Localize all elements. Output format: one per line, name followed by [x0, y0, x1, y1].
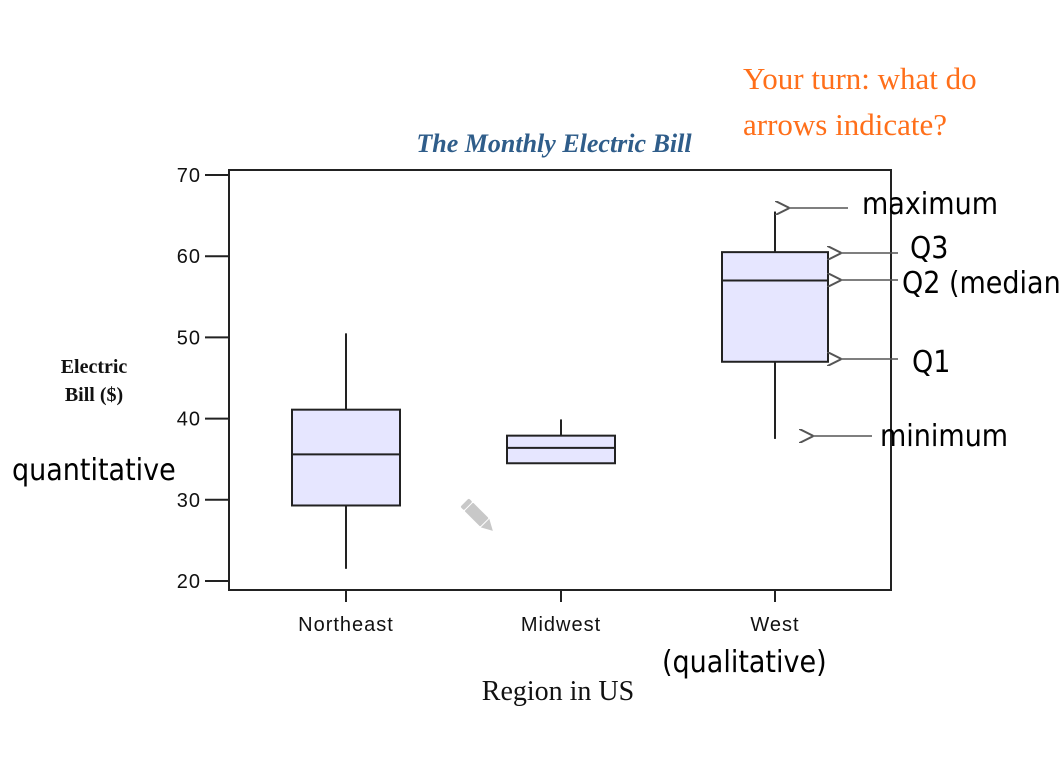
box-midwest: [506, 419, 616, 465]
handwritten-q3: Q3: [910, 231, 948, 266]
handwritten-quantitative: quantitative: [12, 453, 176, 488]
y-tick-label: 20: [177, 571, 201, 593]
y-axis-label-line-2: Bill ($): [65, 384, 123, 406]
y-tick-label: 60: [177, 246, 201, 268]
handwritten-median: Q2 (median): [902, 266, 1059, 301]
plot-frame: [228, 169, 892, 591]
handwritten-q1: Q1: [912, 345, 950, 380]
x-axis-label: Region in US: [482, 676, 634, 707]
box-iqr: [721, 251, 829, 363]
y-tick-label: 70: [177, 165, 201, 187]
chart-title: The Monthly Electric Bill: [416, 129, 692, 158]
y-axis-label-line-1: Electric: [61, 356, 128, 378]
pencil-icon: [460, 498, 493, 531]
annotation-arrows: [788, 208, 898, 436]
box-west: [721, 211, 829, 439]
prompt-line-1: Your turn: what do: [743, 61, 977, 96]
box-iqr: [291, 408, 401, 507]
y-tick-label: 30: [177, 490, 201, 512]
y-tick-label: 40: [177, 409, 201, 431]
x-tick-label: West: [750, 614, 799, 636]
x-axis: Northeast Midwest West: [298, 590, 799, 636]
handwritten-minimum: minimum: [880, 419, 1008, 454]
box-northeast: [291, 333, 401, 569]
y-axis: 20 30 40 50 60 70: [177, 165, 229, 593]
x-tick-label: Midwest: [521, 614, 601, 636]
box-iqr: [506, 434, 616, 465]
x-tick-label: Northeast: [298, 614, 394, 636]
prompt-line-2: arrows indicate?: [743, 107, 947, 142]
y-tick-label: 50: [177, 327, 201, 349]
handwritten-qualitative: (qualitative): [662, 645, 827, 680]
handwritten-maximum: maximum: [862, 187, 998, 222]
box-plot-series: [291, 211, 829, 569]
